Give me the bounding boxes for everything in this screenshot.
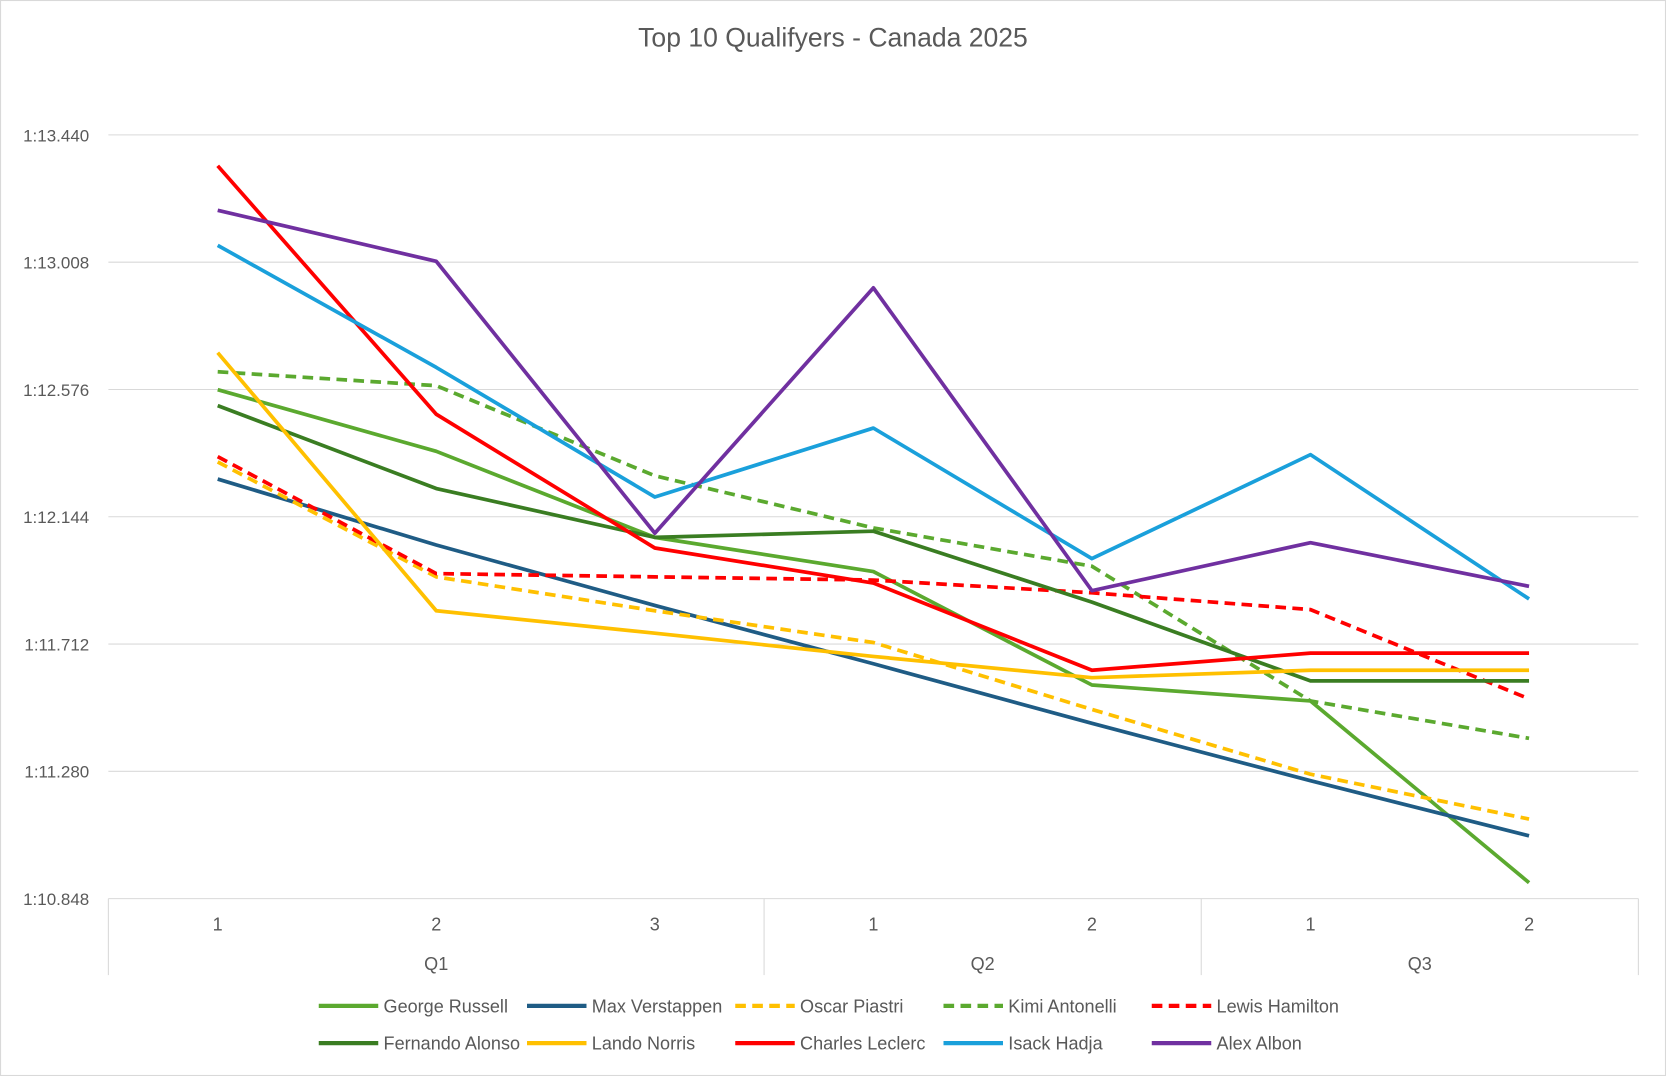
series-line-charles-leclerc: [216, 164, 1530, 673]
x-tick-label: 2: [1087, 914, 1097, 934]
legend-item: Charles Leclerc: [735, 1033, 925, 1053]
legend-item: Kimi Antonelli: [943, 996, 1117, 1016]
y-tick-label: 1:13.008: [23, 254, 89, 273]
series-lines: [216, 164, 1531, 885]
legend-label: Lewis Hamilton: [1217, 996, 1339, 1016]
x-tick-label: 1: [213, 914, 223, 934]
series-line-kimi-antonelli: [217, 369, 1530, 741]
series-line-alex-albon: [217, 208, 1530, 593]
series-line-lando-norris: [216, 351, 1530, 680]
series-line-lewis-hamilton: [216, 454, 1530, 701]
legend-item: Isack Hadja: [943, 1033, 1104, 1053]
x-tick-label: 2: [431, 914, 441, 934]
x-tick-label: 2: [1524, 914, 1534, 934]
x-group-label: Q3: [1408, 954, 1432, 974]
legend-label: George Russell: [384, 996, 508, 1016]
legend-label: Isack Hadja: [1008, 1033, 1103, 1053]
legend-label: Max Verstappen: [592, 996, 722, 1016]
series-line-max-verstappen: [217, 477, 1530, 838]
legend: George Russell Max Verstappen Oscar Piastr…: [318, 996, 1339, 1053]
legend-label: Kimi Antonelli: [1008, 996, 1116, 1016]
series-line-isack-hadja: [216, 243, 1531, 601]
series-line-fernando-alonso: [217, 403, 1530, 683]
series-line-oscar-piastri: [216, 460, 1530, 821]
legend-label: Charles Leclerc: [800, 1033, 925, 1053]
legend-item: Oscar Piastri: [735, 996, 903, 1016]
x-group-label: Q1: [424, 954, 448, 974]
legend-item: Alex Albon: [1151, 1033, 1302, 1053]
x-tick-label: 1: [1305, 914, 1315, 934]
legend-label: Lando Norris: [592, 1033, 695, 1053]
x-axis: 1 2 3 1 2 1 2 Q1 Q2 Q3: [107, 898, 1639, 976]
legend-item: Lewis Hamilton: [1151, 996, 1339, 1016]
y-tick-label: 1:12.576: [23, 381, 89, 400]
y-tick-label: 1:12.144: [23, 508, 89, 527]
y-tick-label: 1:13.440: [23, 126, 89, 145]
x-tick-label: 1: [868, 914, 878, 934]
y-tick-label: 1:11.280: [24, 763, 89, 782]
legend-item: Max Verstappen: [527, 996, 722, 1016]
x-group-label: Q2: [971, 954, 995, 974]
legend-item: Fernando Alonso: [318, 1033, 520, 1053]
chart-title: Top 10 Qualifyers - Canada 2025: [638, 23, 1028, 53]
legend-label: Oscar Piastri: [800, 996, 903, 1016]
x-tick-label: 3: [650, 914, 660, 934]
legend-label: Fernando Alonso: [384, 1033, 520, 1053]
y-axis-tick-labels: 1:13.440 1:13.008 1:12.576 1:12.144 1:11.712…: [23, 126, 89, 909]
legend-label: Alex Albon: [1217, 1033, 1302, 1053]
y-tick-label: 1:10.848: [23, 890, 89, 909]
y-tick-label: 1:11.712: [24, 635, 89, 654]
legend-item: George Russell: [318, 996, 508, 1016]
legend-item: Lando Norris: [527, 1033, 695, 1053]
